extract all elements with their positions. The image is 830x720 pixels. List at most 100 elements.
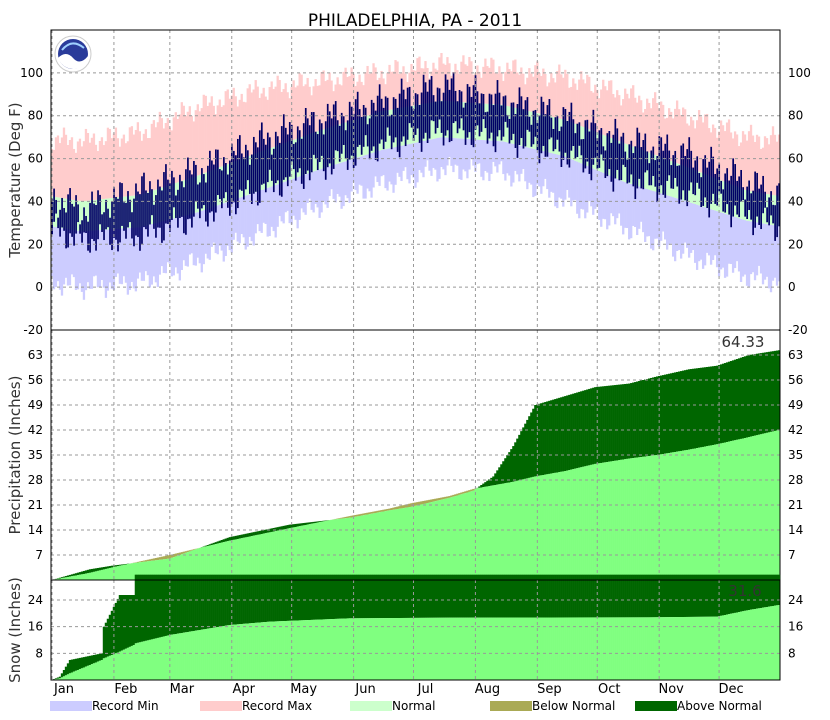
snow-normal-bar [775, 605, 779, 680]
record-min-bar [528, 147, 531, 183]
precipitation-normal-bar [709, 445, 713, 580]
record-max-bar [350, 67, 353, 121]
snow-normal-bar [140, 641, 144, 680]
snow-normal-bar [394, 618, 397, 680]
observed-temperature-bar [436, 87, 439, 128]
snow-normal-bar [632, 617, 635, 680]
precipitation-above-normal-bar [214, 542, 217, 545]
precipitation-below-normal-bar [364, 513, 367, 515]
observed-temperature-bar [258, 130, 261, 203]
precipitation-normal-bar [170, 557, 173, 580]
snow-above-normal-bar [324, 574, 327, 620]
snow-normal-bar [104, 657, 108, 680]
precipitation-above-normal-bar [68, 574, 72, 577]
snow-normal-bar [110, 655, 114, 680]
precipitation-tick-left: 42 [28, 423, 43, 437]
snow-normal-bar [562, 617, 565, 680]
snow-above-normal-bar [460, 574, 463, 618]
precipitation-above-normal-bar [478, 486, 481, 488]
precipitation-above-normal-bar [709, 366, 713, 446]
precipitation-above-normal-bar [212, 542, 215, 545]
record-min-bar [464, 138, 467, 172]
record-max-bar [318, 85, 321, 131]
precipitation-above-normal-bar [564, 396, 567, 472]
precipitation-normal-bar [596, 463, 599, 580]
precipitation-above-normal-bar [650, 377, 653, 456]
precipitation-normal-bar [136, 562, 140, 580]
precipitation-normal-bar [234, 539, 237, 580]
observed-temperature-bar [702, 159, 705, 206]
observed-temperature-bar [540, 96, 543, 154]
observed-temperature-bar [490, 94, 493, 133]
precipitation-above-normal-bar [713, 365, 717, 445]
precipitation-normal-bar [286, 528, 289, 580]
precipitation-normal-bar [761, 433, 765, 580]
record-max-bar [725, 122, 729, 183]
snow-normal-bar [630, 617, 633, 680]
precipitation-above-normal-bar [570, 394, 573, 470]
precipitation-normal-bar [244, 537, 247, 580]
record-max-bar [456, 70, 459, 102]
snow-above-normal-bar [588, 574, 591, 618]
precipitation-normal-bar [330, 519, 333, 580]
snow-above-normal-bar [260, 574, 263, 623]
snow-above-normal-bar [548, 574, 551, 618]
record-max-bar [362, 85, 365, 118]
record-min-bar [747, 221, 751, 287]
record-min-bar [552, 153, 555, 193]
snow-above-normal-bar [496, 574, 499, 618]
snow-normal-bar [464, 617, 467, 680]
snow-above-normal-bar [566, 574, 569, 618]
precipitation-normal-bar [693, 448, 697, 580]
precipitation-above-normal-bar [753, 354, 757, 436]
precipitation-normal-bar [394, 509, 397, 580]
observed-temperature-bar [231, 143, 233, 204]
snow-above-normal-bar [755, 574, 759, 609]
precipitation-normal-bar [558, 472, 561, 580]
record-min-bar [118, 228, 122, 284]
observed-temperature-bar [55, 199, 57, 214]
snow-above-normal-bar [486, 574, 489, 618]
precipitation-normal-bar [90, 572, 94, 580]
precipitation-normal-bar [168, 558, 171, 580]
snow-normal-bar [673, 617, 677, 680]
snow-normal-bar [122, 649, 126, 680]
record-min-bar [566, 157, 569, 190]
snow-normal-bar [470, 617, 473, 680]
precipitation-normal-bar [691, 448, 695, 580]
snow-normal-bar [252, 623, 255, 680]
record-min-bar [548, 152, 551, 198]
record-min-bar [146, 225, 150, 276]
record-min-bar [452, 137, 455, 173]
snow-above-normal-bar [310, 574, 313, 620]
precipitation-below-normal-bar [446, 496, 449, 499]
snow-normal-bar [432, 617, 435, 680]
record-max-bar [284, 83, 287, 143]
snow-above-normal-bar [200, 574, 203, 630]
snow-above-normal-bar [753, 574, 757, 609]
record-min-bar [100, 229, 104, 281]
snow-normal-bar [677, 617, 681, 680]
record-max-bar [536, 61, 539, 114]
precipitation-above-normal-bar [250, 532, 253, 537]
record-min-bar [334, 164, 337, 203]
precipitation-below-normal-bar [416, 502, 419, 506]
snow-above-normal-bar [214, 574, 217, 628]
precipitation-below-normal-bar [392, 507, 395, 510]
record-min-bar [731, 216, 735, 273]
observed-temperature-bar [268, 137, 271, 170]
record-max-bar [320, 72, 323, 131]
precipitation-above-normal-bar [66, 575, 70, 577]
record-min-bar [70, 229, 74, 275]
observed-temperature-bar [392, 97, 395, 143]
precipitation-above-normal-bar [675, 371, 679, 452]
precipitation-normal-bar [372, 513, 375, 580]
observed-temperature-bar [360, 116, 363, 155]
snow-normal-bar [74, 670, 78, 680]
snow-above-normal-bar [600, 574, 603, 618]
observed-temperature-bar [105, 199, 107, 230]
snow-normal-bar [150, 639, 154, 680]
precipitation-normal-bar [703, 446, 707, 580]
observed-temperature-bar [362, 105, 365, 147]
record-min-bar [238, 197, 241, 244]
